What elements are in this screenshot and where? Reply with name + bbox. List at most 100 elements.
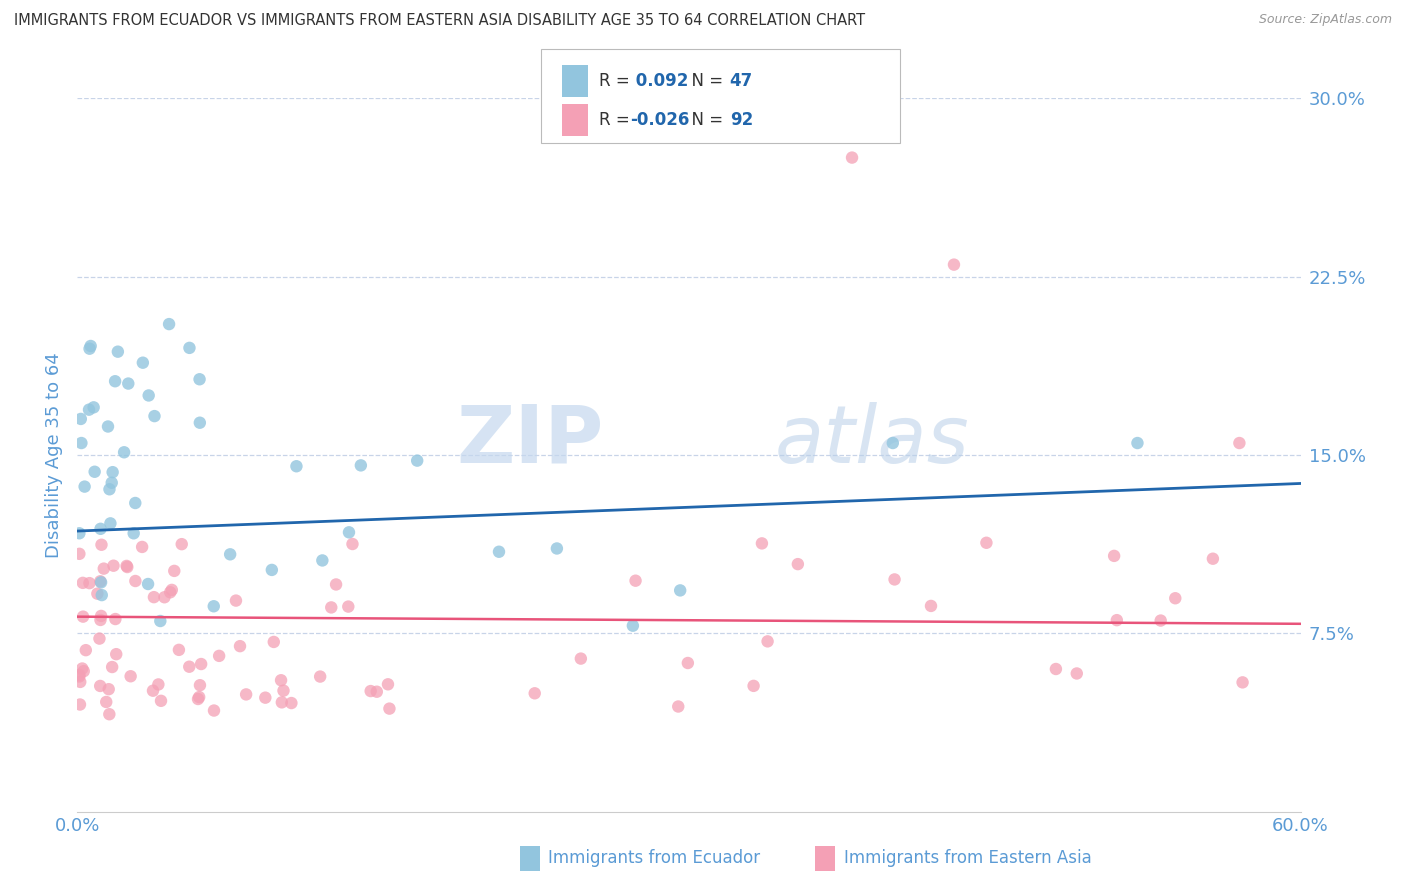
Point	[179, 659, 201, 673]
Point	[153, 591, 176, 605]
Point	[98, 707, 121, 722]
Point	[1066, 666, 1088, 681]
Point	[67, 526, 90, 541]
Point	[143, 409, 166, 423]
Point	[69, 674, 91, 689]
Point	[669, 583, 692, 598]
Point	[976, 535, 998, 549]
Point	[219, 547, 242, 561]
Point	[756, 634, 779, 648]
Point	[1202, 551, 1225, 566]
Point	[188, 690, 211, 704]
Point	[1164, 591, 1187, 606]
Point	[188, 372, 211, 386]
Point	[105, 647, 128, 661]
Point	[1232, 675, 1254, 690]
Point	[1045, 662, 1067, 676]
Point	[90, 609, 112, 624]
Point	[1150, 614, 1173, 628]
Point	[97, 682, 120, 697]
Text: atlas: atlas	[775, 401, 969, 480]
Point	[157, 317, 180, 331]
Point	[270, 673, 292, 688]
Point	[149, 614, 172, 628]
Point	[1229, 436, 1251, 450]
Point	[311, 553, 333, 567]
Point	[378, 701, 401, 715]
Point	[377, 677, 399, 691]
Text: R =: R =	[599, 71, 636, 89]
Point	[142, 683, 165, 698]
Point	[786, 557, 808, 571]
Point	[325, 577, 347, 591]
Point	[920, 599, 942, 613]
Point	[90, 522, 112, 536]
Point	[93, 561, 115, 575]
Point	[89, 574, 111, 589]
Point	[96, 695, 118, 709]
Point	[751, 536, 773, 550]
Point	[159, 585, 181, 599]
Point	[202, 704, 225, 718]
Point	[742, 679, 765, 693]
Point	[100, 475, 122, 490]
Point	[229, 639, 252, 653]
Point	[124, 574, 146, 588]
Point	[104, 612, 127, 626]
Point	[337, 599, 360, 614]
Point	[70, 436, 93, 450]
Point	[89, 632, 111, 646]
Point	[676, 656, 699, 670]
Point	[104, 374, 127, 388]
Point	[235, 687, 257, 701]
Point	[621, 618, 644, 632]
Point	[72, 609, 94, 624]
Point	[1102, 549, 1125, 563]
Point	[170, 537, 193, 551]
Point	[124, 496, 146, 510]
Point	[1105, 613, 1128, 627]
Point	[83, 401, 105, 415]
Point	[67, 547, 90, 561]
Point	[188, 678, 211, 692]
Point	[73, 664, 96, 678]
Point	[101, 465, 124, 479]
Point	[163, 564, 186, 578]
Point	[115, 558, 138, 573]
Point	[69, 412, 91, 426]
Point	[280, 696, 302, 710]
Text: Immigrants from Ecuador: Immigrants from Ecuador	[548, 849, 761, 867]
Point	[112, 445, 135, 459]
Point	[523, 686, 546, 700]
Point	[120, 669, 142, 683]
Y-axis label: Disability Age 35 to 64: Disability Age 35 to 64	[45, 352, 63, 558]
Text: N =: N =	[681, 111, 728, 128]
Point	[260, 563, 283, 577]
Point	[73, 480, 96, 494]
Point	[366, 684, 388, 698]
Text: R =: R =	[599, 111, 636, 128]
Point	[117, 376, 139, 391]
Text: ZIP: ZIP	[456, 401, 603, 480]
Point	[337, 525, 360, 540]
Text: 47: 47	[730, 71, 754, 89]
Point	[83, 465, 105, 479]
Text: IMMIGRANTS FROM ECUADOR VS IMMIGRANTS FROM EASTERN ASIA DISABILITY AGE 35 TO 64 : IMMIGRANTS FROM ECUADOR VS IMMIGRANTS FR…	[14, 13, 865, 29]
Point	[942, 258, 965, 272]
Point	[79, 339, 101, 353]
Point	[208, 648, 231, 663]
Point	[546, 541, 568, 556]
Point	[122, 526, 145, 541]
Point	[309, 669, 332, 683]
Point	[132, 356, 155, 370]
Point	[187, 692, 209, 706]
Point	[136, 577, 159, 591]
Point	[101, 660, 124, 674]
Point	[360, 684, 382, 698]
Point	[188, 416, 211, 430]
Point	[107, 344, 129, 359]
Text: Source: ZipAtlas.com: Source: ZipAtlas.com	[1258, 13, 1392, 27]
Point	[263, 635, 285, 649]
Point	[90, 588, 112, 602]
Point	[75, 643, 97, 657]
